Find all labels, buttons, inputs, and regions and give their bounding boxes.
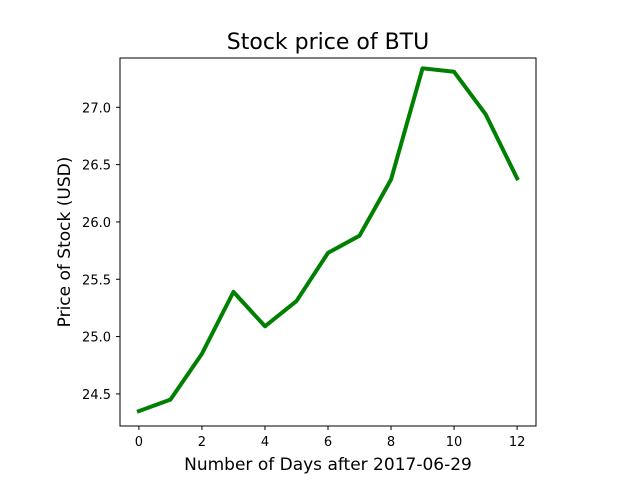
plot-frame (120, 58, 536, 426)
x-tick-label: 4 (261, 435, 269, 450)
x-tick-label: 10 (446, 435, 463, 450)
x-tick-label: 8 (387, 435, 395, 450)
y-tick-label: 26.0 (82, 216, 111, 231)
y-axis-label: Price of Stock (USD) (55, 157, 75, 328)
y-tick-label: 24.5 (82, 388, 111, 403)
x-axis-label: Number of Days after 2017-06-29 (184, 455, 472, 475)
x-tick-label: 12 (509, 435, 526, 450)
y-tick-label: 25.5 (82, 273, 111, 288)
plot-layer (139, 68, 517, 411)
x-tick-label: 2 (198, 435, 206, 450)
y-tick-label: 25.0 (82, 331, 111, 346)
x-tick-label: 6 (324, 435, 332, 450)
y-tick-label: 27.0 (82, 101, 111, 116)
chart-title: Stock price of BTU (227, 30, 429, 55)
x-axis: 0 2 4 6 8 10 12 (135, 426, 526, 450)
x-tick-label: 0 (135, 435, 143, 450)
y-axis: 24.5 25.0 25.5 26.0 26.5 27.0 (82, 101, 120, 403)
series-line (139, 68, 517, 411)
y-tick-label: 26.5 (82, 159, 111, 174)
